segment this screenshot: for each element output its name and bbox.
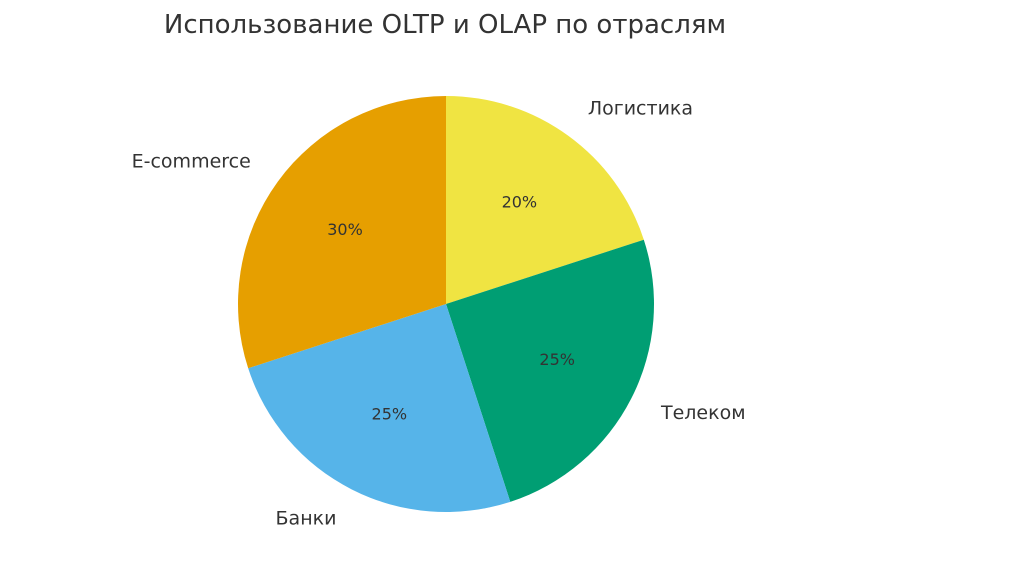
slice-percent-label: 25% bbox=[372, 405, 408, 424]
pie-slice bbox=[446, 96, 644, 304]
slice-label: Телеком bbox=[660, 402, 746, 424]
slice-percent-label: 25% bbox=[539, 350, 575, 369]
slice-percent-label: 20% bbox=[502, 193, 538, 212]
slice-label: Логистика bbox=[588, 97, 693, 119]
pie-labels: Логистика 20% Телеком 25% Банки 25% E-commerce… bbox=[132, 97, 746, 529]
pie-slices bbox=[237, 96, 654, 512]
slice-label: E-commerce bbox=[132, 151, 251, 173]
pie-slice bbox=[446, 239, 654, 502]
slice-label: Банки bbox=[276, 507, 337, 529]
chart-title: Использование OLTP и OLAP по отраслям bbox=[164, 10, 726, 40]
slice-percent-label: 30% bbox=[327, 220, 363, 239]
pie-slice bbox=[248, 304, 511, 512]
pie-slice bbox=[237, 96, 446, 369]
